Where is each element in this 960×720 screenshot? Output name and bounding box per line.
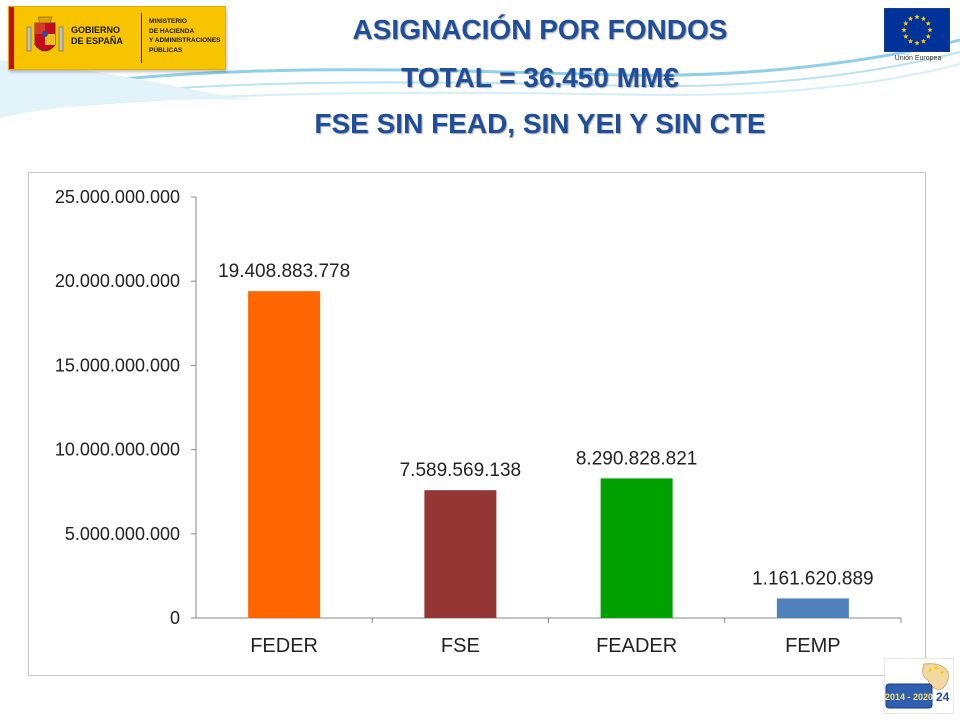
y-tick-label: 10.000.000.000 bbox=[55, 440, 180, 460]
bar-feder bbox=[248, 291, 321, 618]
x-category-label: FEMP bbox=[785, 635, 841, 657]
eu-star bbox=[927, 27, 933, 33]
y-tick-label: 20.000.000.000 bbox=[55, 271, 180, 291]
gobierno-text: GOBIERNO DE ESPAÑA bbox=[71, 25, 123, 46]
coat-of-arms-icon bbox=[26, 16, 64, 52]
data-label: 19.408.883.778 bbox=[218, 261, 350, 282]
header-wave-decoration bbox=[0, 38, 960, 118]
y-tick-label: 15.000.000.000 bbox=[55, 355, 180, 375]
eu-flag-icon bbox=[884, 8, 950, 52]
bar-chart: 0 5.000.000.000 10.000.000.000 15.000.000.0… bbox=[55, 187, 902, 657]
y-tick-label: 5.000.000.000 bbox=[65, 524, 180, 544]
data-label: 7.589.569.138 bbox=[400, 460, 522, 481]
x-category-label: FSE bbox=[441, 635, 480, 657]
eu-label: Unión Europea bbox=[894, 55, 942, 62]
eu-star bbox=[914, 14, 920, 20]
gobierno-logo: GOBIERNO DE ESPAÑA MINISTERIO DE HACIEND… bbox=[8, 6, 226, 70]
data-label: 8.290.828.821 bbox=[576, 448, 698, 469]
eu-star bbox=[901, 27, 907, 33]
eu-star bbox=[920, 15, 927, 22]
eu-star bbox=[914, 40, 920, 46]
eu-star bbox=[903, 20, 909, 26]
eu-logo: Unión Europea bbox=[884, 8, 952, 68]
bar-fse bbox=[424, 490, 497, 618]
slide-title-line-3: FSE SIN FEAD, SIN YEI Y SIN CTE bbox=[314, 108, 766, 139]
ministerio-text: MINISTERIO DE HACIENDA Y ADMINISTRACIONE… bbox=[149, 18, 221, 54]
eu-star bbox=[925, 33, 931, 39]
period-badge-icon: 2014 - 2020 bbox=[884, 658, 954, 714]
eu-star bbox=[907, 38, 914, 44]
slide-title-line-2: TOTAL = 36.450 MM€ bbox=[401, 62, 679, 93]
eu-star bbox=[925, 20, 931, 26]
y-tick-label: 0 bbox=[170, 608, 180, 628]
eu-star bbox=[907, 15, 914, 22]
y-tick-label: 25.000.000.000 bbox=[55, 187, 180, 207]
data-label: 1.161.620.889 bbox=[752, 568, 874, 589]
eu-star bbox=[920, 38, 927, 44]
x-category-label: FEADER bbox=[596, 635, 677, 657]
logo-divider bbox=[141, 13, 142, 63]
slide-title-line-1: ASIGNACIÓN POR FONDOS bbox=[352, 14, 728, 45]
bar-femp bbox=[776, 598, 849, 618]
eu-star bbox=[903, 33, 909, 39]
page-number: 24 bbox=[936, 690, 950, 704]
x-category-label: FEDER bbox=[250, 635, 318, 657]
bar-feader bbox=[600, 478, 673, 618]
badge-label: 2014 - 2020 bbox=[885, 692, 933, 702]
